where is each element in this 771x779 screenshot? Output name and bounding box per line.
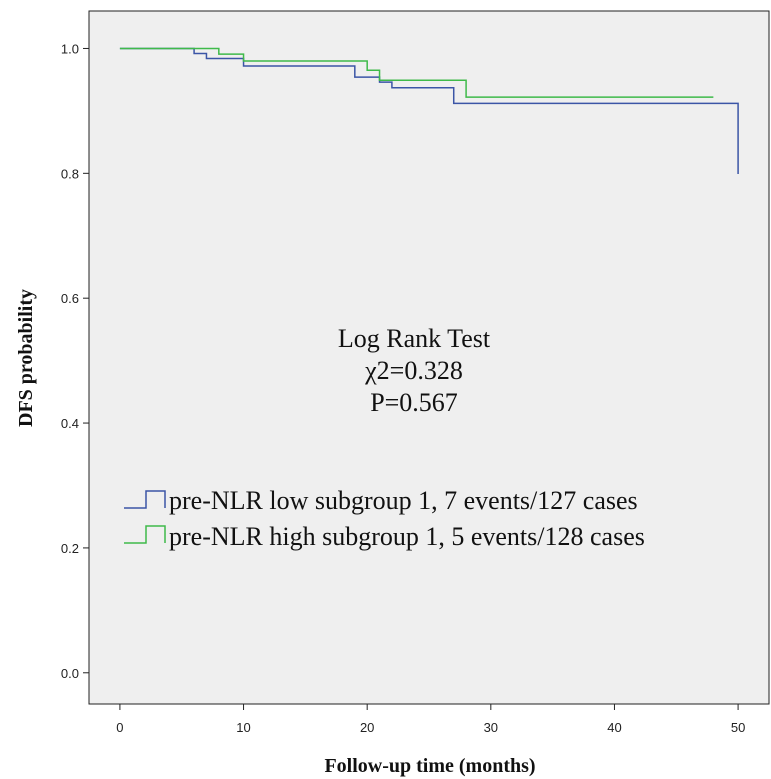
annotation-line-1: Log Rank Test	[338, 324, 491, 353]
x-tick-label: 40	[607, 720, 621, 735]
y-axis-ticks: 0.0 0.2 0.4 0.6 0.8 1.0	[61, 41, 89, 681]
survival-curves	[119, 47, 739, 174]
km-curve-high	[119, 47, 714, 98]
x-tick-label: 20	[360, 720, 374, 735]
legend-label-low: pre-NLR low subgroup 1, 7 events/127 cas…	[169, 486, 638, 515]
y-axis-title: DFS probability	[15, 289, 37, 427]
y-tick-label: 0.2	[61, 541, 79, 556]
annotation-line-2: χ2=0.328	[364, 356, 463, 385]
x-tick-label: 0	[116, 720, 123, 735]
y-tick-label: 0.8	[61, 166, 79, 181]
x-tick-label: 10	[236, 720, 250, 735]
km-curve-low	[119, 47, 739, 174]
x-axis-ticks: 0 10 20 30 40 50	[116, 704, 745, 735]
legend-symbol-high	[124, 525, 166, 544]
x-tick-label: 50	[731, 720, 745, 735]
x-axis-title: Follow-up time (months)	[324, 755, 535, 777]
legend: pre-NLR low subgroup 1, 7 events/127 cas…	[124, 486, 645, 551]
y-tick-label: 0.6	[61, 291, 79, 306]
log-rank-annotation: Log Rank Test χ2=0.328 P=0.567	[338, 324, 491, 417]
y-tick-label: 1.0	[61, 41, 79, 56]
y-tick-label: 0.0	[61, 666, 79, 681]
legend-label-high: pre-NLR high subgroup 1, 5 events/128 ca…	[169, 522, 645, 551]
annotation-line-3: P=0.567	[370, 388, 458, 417]
plot-background	[88, 10, 770, 705]
x-tick-label: 30	[484, 720, 498, 735]
y-tick-label: 0.4	[61, 416, 79, 431]
legend-symbol-low	[124, 490, 166, 509]
